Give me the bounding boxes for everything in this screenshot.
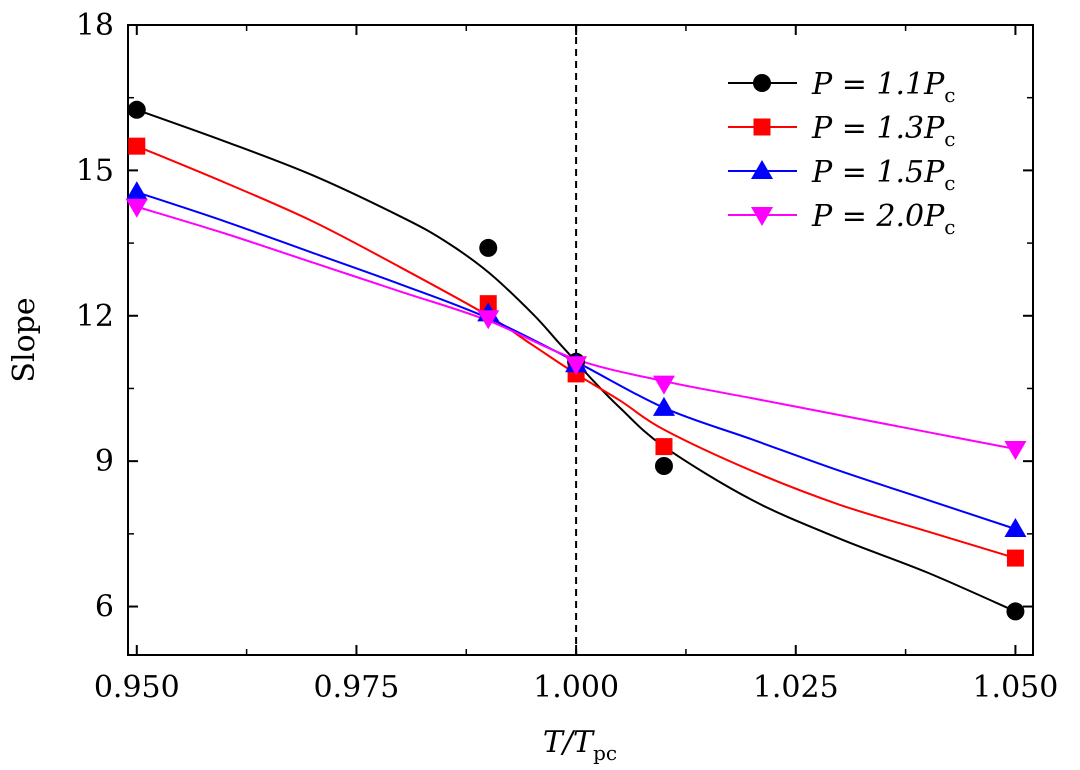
legend-marker-4 — [751, 207, 773, 226]
data-point-series-4 — [477, 310, 500, 330]
legend-marker-3 — [751, 160, 773, 179]
data-point-series-3 — [1004, 518, 1027, 537]
data-point-series-4 — [125, 198, 148, 218]
plot-frame — [127, 24, 1034, 656]
x-tick-label: 1.025 — [753, 670, 839, 705]
data-point-series-2 — [655, 438, 673, 456]
x-tick-label: 0.975 — [314, 670, 400, 705]
data-point-series-2 — [1006, 549, 1024, 567]
legend-marker-1 — [753, 74, 771, 92]
data-point-series-1 — [127, 100, 146, 119]
y-tick-label: 6 — [95, 590, 114, 625]
y-tick-label: 18 — [76, 8, 114, 43]
data-point-series-4 — [652, 375, 675, 395]
legend-marker-2 — [753, 118, 771, 136]
data-point-series-4 — [1004, 441, 1027, 461]
legend-label-1: P = 1.1Pc — [811, 67, 956, 107]
x-tick-label: 0.950 — [94, 670, 180, 705]
legend-label-4: P = 2.0Pc — [811, 199, 956, 239]
data-point-series-3 — [652, 396, 675, 416]
y-tick-label: 15 — [76, 153, 114, 188]
x-axis-label-main: T/T — [543, 725, 595, 760]
data-point-series-1 — [1006, 602, 1025, 621]
x-axis-label: T/Tpc — [543, 725, 617, 765]
x-axis-label-sub: pc — [593, 741, 617, 765]
legend-label-2: P = 1.3Pc — [811, 111, 956, 151]
data-point-series-2 — [128, 137, 146, 155]
data-point-series-3 — [125, 181, 148, 201]
legend-label-3: P = 1.5Pc — [811, 155, 956, 195]
data-point-series-1 — [654, 457, 673, 475]
y-tick-label: 12 — [76, 299, 114, 334]
x-tick-label: 1.000 — [533, 670, 619, 705]
x-tick-label: 1.050 — [972, 670, 1058, 705]
y-axis-label: Slope — [7, 297, 42, 382]
y-tick-label: 9 — [95, 444, 114, 479]
data-point-series-1 — [479, 238, 498, 257]
data-point-series-4 — [565, 356, 588, 376]
